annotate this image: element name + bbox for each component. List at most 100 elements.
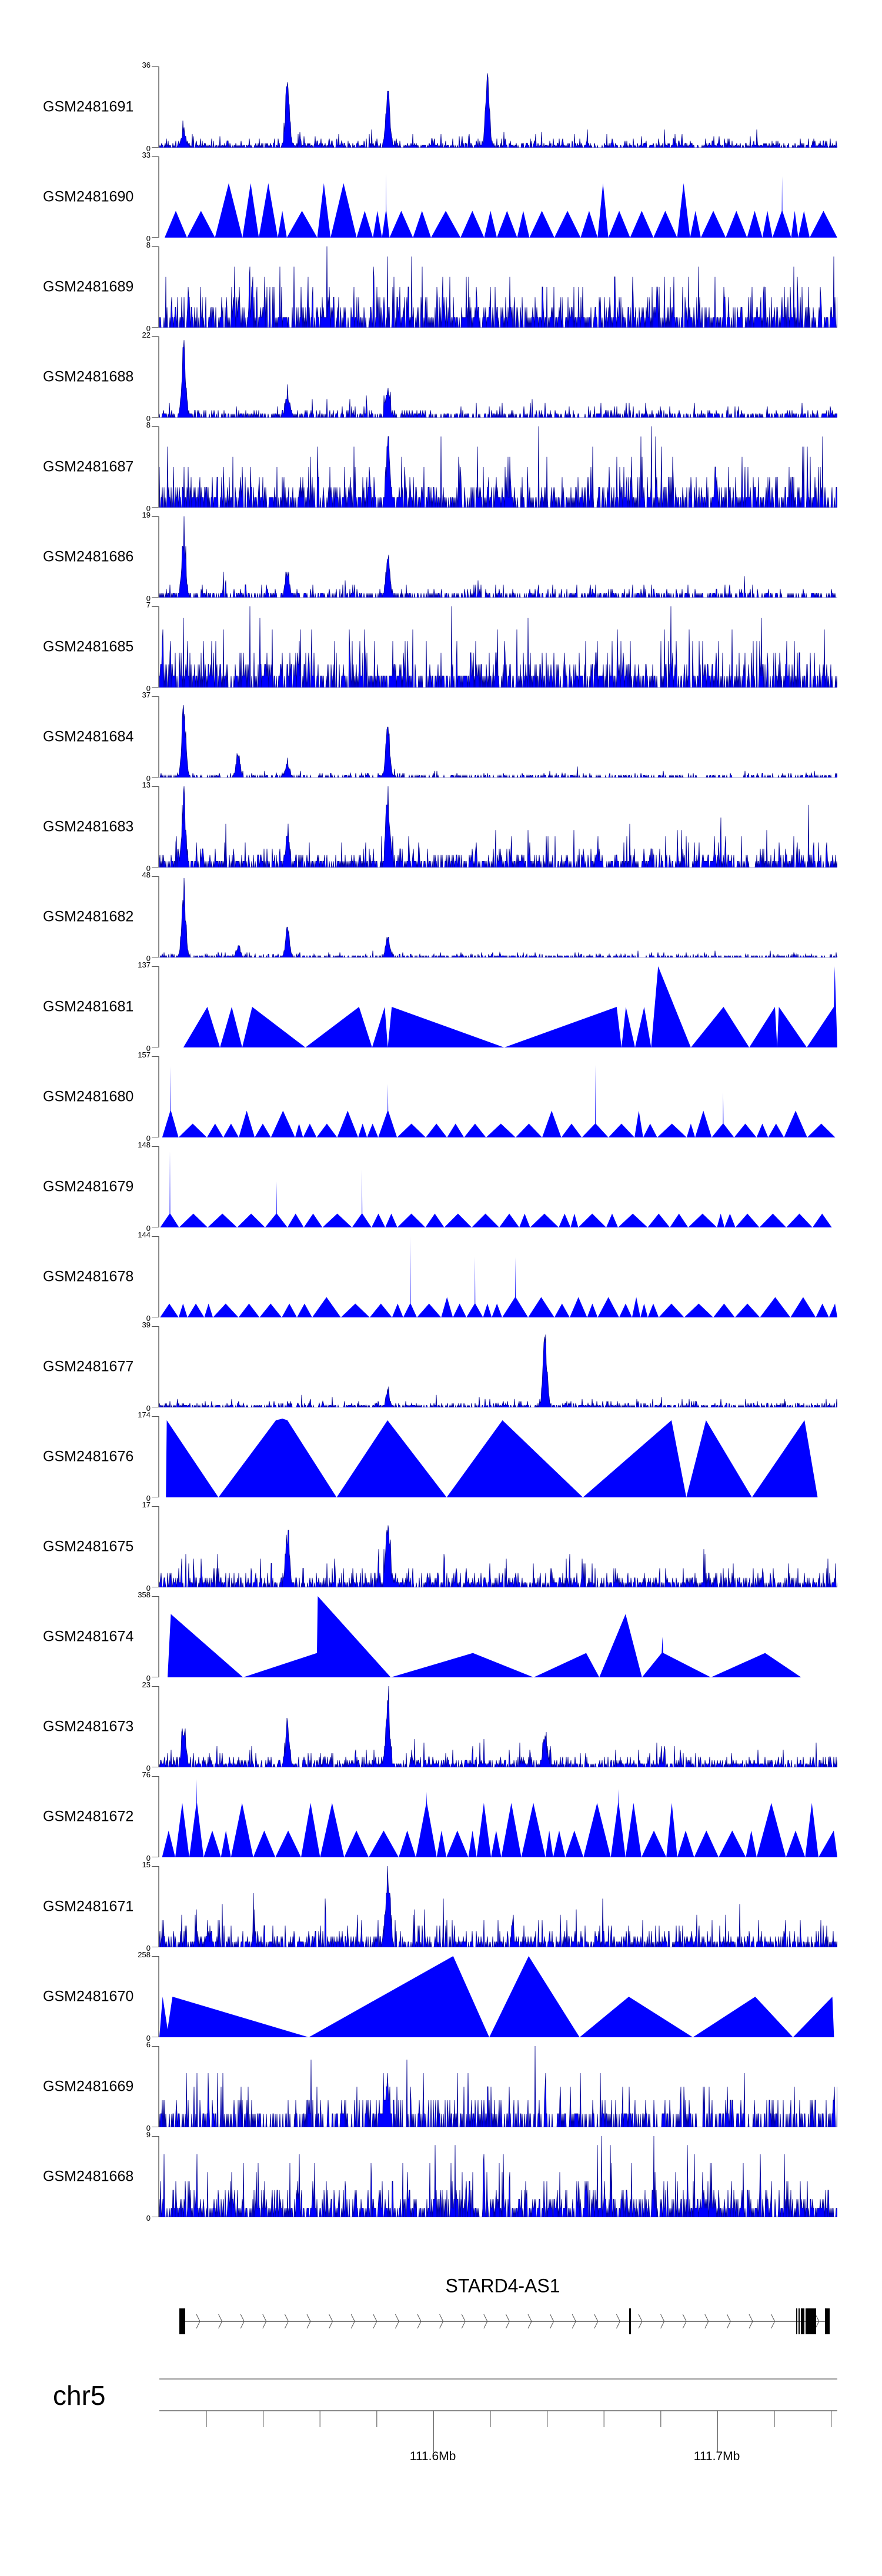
y-axis-line: [158, 156, 159, 238]
coverage-area: [162, 1779, 837, 1857]
y-min-label: 0: [146, 594, 151, 603]
track-label: GSM2481688: [43, 368, 134, 385]
y-min-label: 0: [146, 1584, 151, 1593]
coverage-plot: [159, 705, 837, 778]
y-min-label: 0: [146, 774, 151, 783]
y-max-label: 7: [146, 600, 151, 609]
coverage-plot: [159, 1334, 837, 1407]
y-min-label: 0: [146, 144, 151, 153]
y-axis-tick-top: [152, 426, 159, 427]
coverage-plot: [159, 246, 837, 328]
coverage-plot: [159, 73, 837, 148]
y-axis-tick-top: [152, 1056, 159, 1057]
track-label: GSM2481680: [43, 1088, 134, 1105]
track-label: GSM2481671: [43, 1898, 134, 1915]
track-label: GSM2481685: [43, 638, 134, 655]
coverage-plot: [166, 1419, 818, 1497]
chromosome-label: chr5: [53, 2380, 106, 2411]
track-label: GSM2481684: [43, 728, 134, 745]
y-max-label: 15: [142, 1860, 151, 1869]
y-max-label: 17: [142, 1500, 151, 1509]
coverage-area: [159, 2046, 837, 2127]
y-axis-line: [158, 1866, 159, 1947]
track-label: GSM2481682: [43, 908, 134, 925]
coverage-area: [159, 786, 837, 867]
y-axis-line: [158, 696, 159, 778]
y-axis-line: [158, 2046, 159, 2127]
y-max-label: 23: [142, 1680, 151, 1689]
y-min-label: 0: [146, 954, 151, 963]
track-GSM2481686: GSM2481686 19 0: [0, 511, 882, 602]
y-axis-line: [158, 336, 159, 418]
coverage-plot: [165, 173, 837, 238]
strand-arrow-icon: [373, 2314, 377, 2329]
y-axis-tick-top: [152, 1506, 159, 1507]
coverage-plot: [159, 1686, 837, 1767]
y-max-label: 37: [142, 690, 151, 699]
y-axis-tick-top: [152, 1956, 159, 1957]
coverage-plot: [159, 1956, 834, 2037]
coverage-area: [159, 426, 837, 508]
track-GSM2481672: GSM2481672 76 0: [0, 1771, 882, 1862]
track-GSM2481676: GSM2481676 174 0: [0, 1411, 882, 1502]
track-GSM2481684: GSM2481684 37 0: [0, 691, 882, 782]
y-axis-line: [158, 876, 159, 957]
y-axis-tick-top: [152, 876, 159, 877]
track-label: GSM2481690: [43, 188, 134, 205]
y-max-label: 358: [138, 1590, 151, 1599]
y-max-label: 8: [146, 241, 151, 249]
y-axis-line: [158, 1236, 159, 1317]
track-label: GSM2481668: [43, 2168, 134, 2185]
strand-arrow-icon: [483, 2314, 488, 2329]
strand-arrow-icon: [461, 2314, 466, 2329]
y-axis-tick-top: [152, 336, 159, 337]
y-max-label: 137: [138, 960, 151, 969]
y-min-label: 0: [146, 1764, 151, 1773]
y-axis-line: [158, 1776, 159, 1857]
strand-arrow-icon: [196, 2314, 201, 2329]
strand-arrow-icon: [638, 2314, 643, 2329]
y-max-label: 148: [138, 1140, 151, 1149]
coverage-plot: [159, 426, 837, 508]
coverage-area: [159, 1686, 837, 1767]
track-label: GSM2481675: [43, 1538, 134, 1555]
coverage-plot: [159, 606, 837, 688]
strand-arrow-icon: [306, 2314, 311, 2329]
coverage-area: [159, 340, 837, 418]
coverage-area: [165, 173, 837, 238]
coverage-area: [160, 1151, 832, 1227]
y-min-label: 0: [146, 1044, 151, 1053]
coverage-plot: [159, 1525, 837, 1587]
y-max-label: 19: [142, 510, 151, 519]
track-GSM2481668: GSM2481668 9 0: [0, 2131, 882, 2222]
y-max-label: 258: [138, 1950, 151, 1959]
y-axis-tick-bottom: [152, 147, 159, 148]
y-min-label: 0: [146, 1134, 151, 1143]
gene-model: [179, 2308, 830, 2334]
coverage-area: [159, 1956, 834, 2037]
track-label: GSM2481676: [43, 1448, 134, 1465]
y-min-label: 0: [146, 1674, 151, 1683]
y-min-label: 0: [146, 2034, 151, 2043]
track-GSM2481677: GSM2481677 39 0: [0, 1321, 882, 1412]
y-max-label: 174: [138, 1410, 151, 1419]
y-axis-tick-top: [152, 1326, 159, 1327]
y-min-label: 0: [146, 324, 151, 333]
strand-arrow-icon: [240, 2314, 245, 2329]
coverage-plot: [160, 1151, 832, 1227]
track-GSM2481682: GSM2481682 48 0: [0, 871, 882, 962]
y-min-label: 0: [146, 1314, 151, 1323]
strand-arrow-icon: [329, 2314, 333, 2329]
strand-arrow-icon: [417, 2314, 422, 2329]
y-axis-line: [158, 606, 159, 688]
track-GSM2481670: GSM2481670 258 0: [0, 1951, 882, 2042]
coverage-plot: [162, 1779, 837, 1857]
y-min-label: 0: [146, 414, 151, 423]
y-max-label: 144: [138, 1230, 151, 1239]
strand-arrow-icon: [527, 2314, 532, 2329]
exon: [801, 2308, 804, 2334]
track-label: GSM2481670: [43, 1988, 134, 2005]
track-GSM2481691: GSM2481691 36 0: [0, 61, 882, 152]
strand-arrow-icon: [284, 2314, 289, 2329]
coverage-area: [159, 516, 837, 598]
